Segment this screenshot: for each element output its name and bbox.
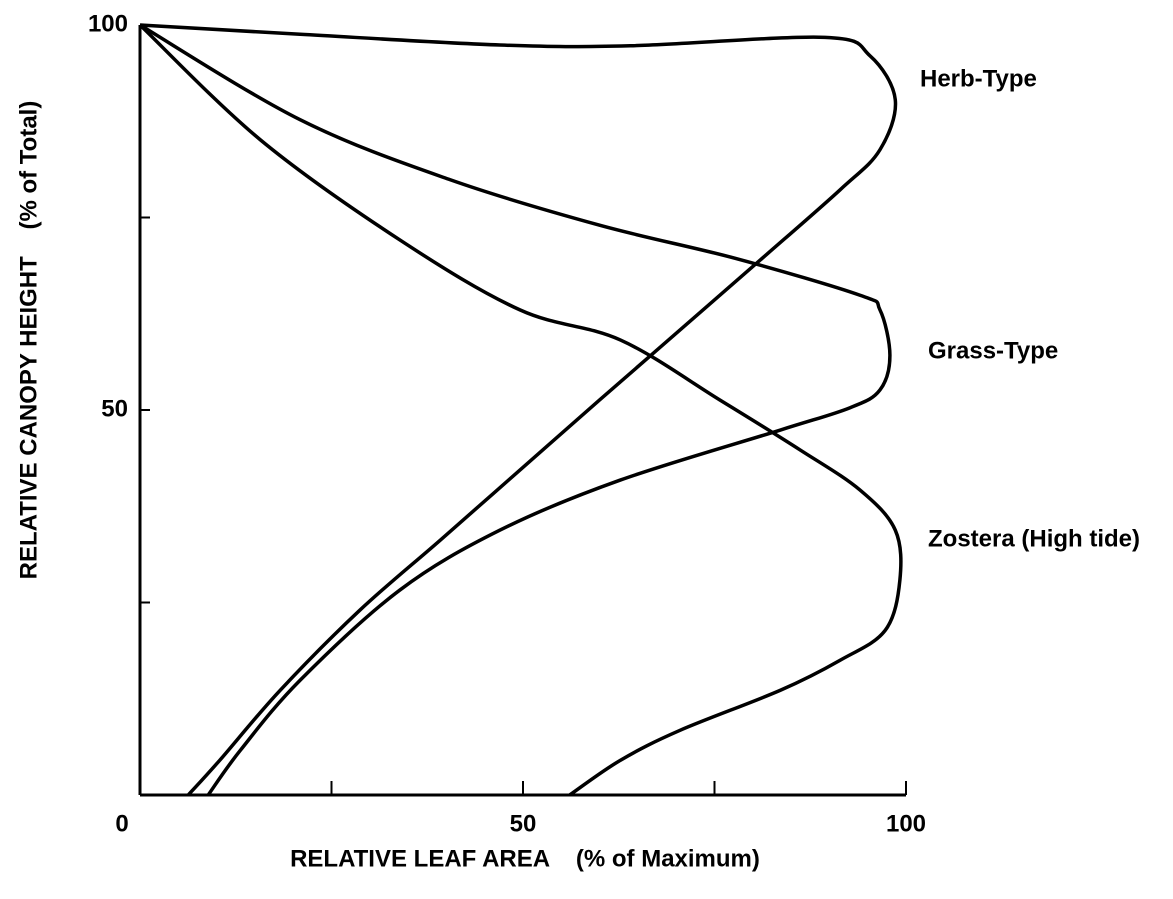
x-tick-label: 0	[115, 810, 128, 837]
curve	[139, 23, 892, 797]
x-axis-label: RELATIVE LEAF AREA (% of Maximum)	[290, 845, 760, 872]
y-axis-label: RELATIVE CANOPY HEIGHT (% of Total)	[15, 101, 42, 580]
y-tick-label: 50	[101, 395, 128, 422]
curve	[138, 23, 903, 797]
series-label: Herb-Type	[920, 65, 1037, 92]
x-tick-label: 50	[510, 810, 537, 837]
series-label: Zostera (High tide)	[928, 525, 1140, 552]
curve	[139, 23, 898, 797]
series-label: Grass-Type	[928, 337, 1058, 364]
y-tick-label: 100	[88, 10, 128, 37]
x-tick-label: 100	[886, 810, 926, 837]
